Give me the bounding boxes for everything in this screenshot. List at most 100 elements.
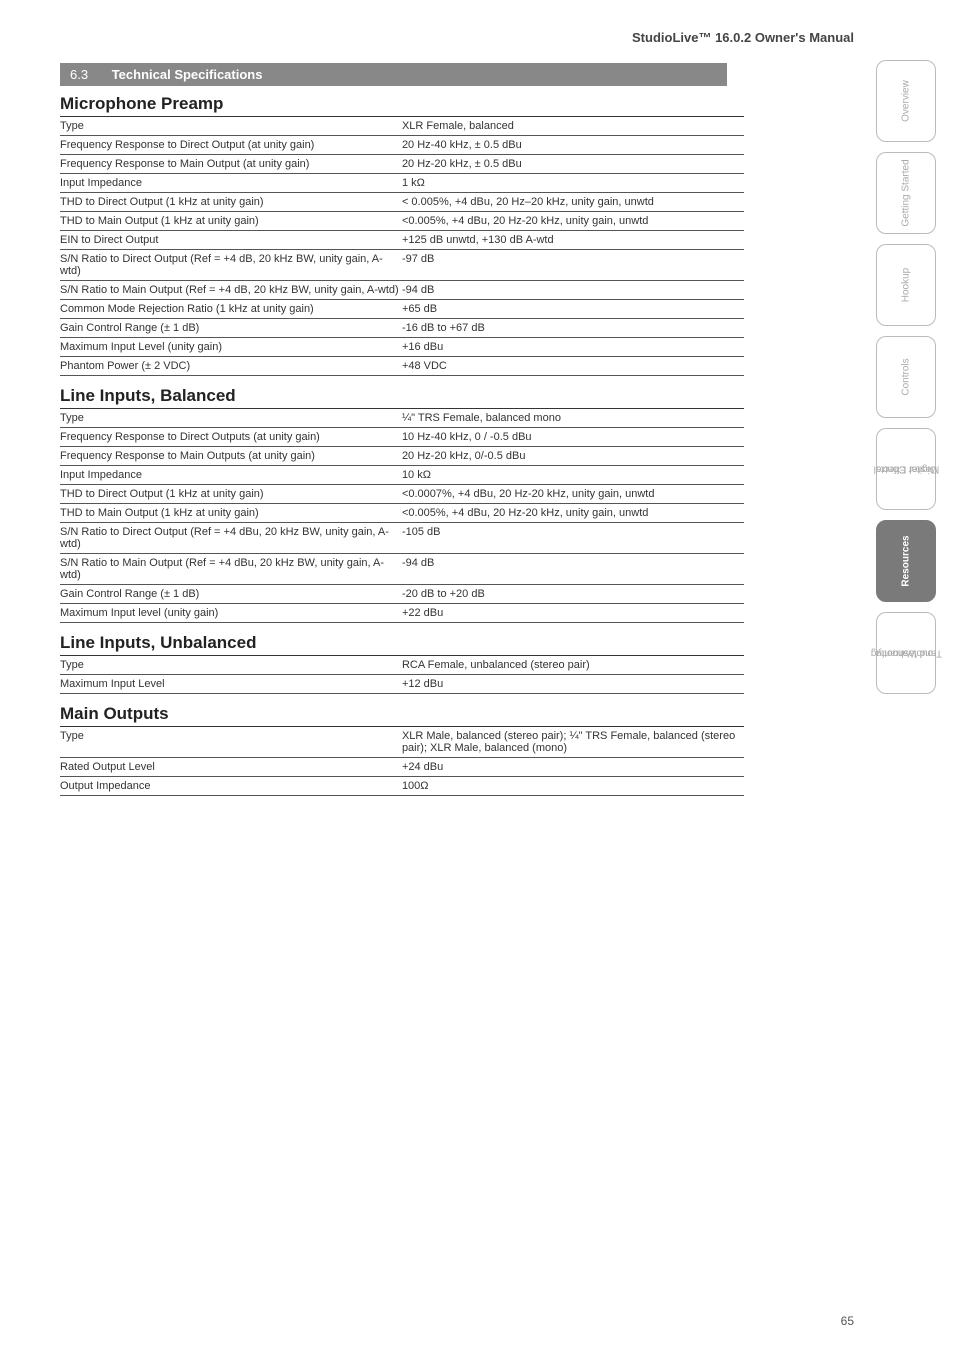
table-row: TypeXLR Female, balanced <box>60 117 744 136</box>
spec-table: Type¼" TRS Female, balanced monoFrequenc… <box>60 409 744 623</box>
spec-value: -105 dB <box>402 523 744 554</box>
spec-label: Type <box>60 727 402 758</box>
table-row: Maximum Input level (unity gain)+22 dBu <box>60 604 744 623</box>
table-row: S/N Ratio to Direct Output (Ref = +4 dB,… <box>60 250 744 281</box>
spec-label: S/N Ratio to Direct Output (Ref = +4 dB,… <box>60 250 402 281</box>
section-number: 6.3 <box>70 67 88 82</box>
spec-label: S/N Ratio to Direct Output (Ref = +4 dBu… <box>60 523 402 554</box>
spec-label: Frequency Response to Main Output (at un… <box>60 155 402 174</box>
spec-label: S/N Ratio to Main Output (Ref = +4 dB, 2… <box>60 281 402 300</box>
spec-label: EIN to Direct Output <box>60 231 402 250</box>
section-bar: 6.3 Technical Specifications <box>60 63 727 86</box>
table-row: TypeRCA Female, unbalanced (stereo pair) <box>60 656 744 675</box>
table-row: Input Impedance1 kΩ <box>60 174 744 193</box>
spec-value: +125 dB unwtd, +130 dB A-wtd <box>402 231 744 250</box>
table-row: S/N Ratio to Main Output (Ref = +4 dBu, … <box>60 554 744 585</box>
table-row: Rated Output Level+24 dBu <box>60 758 744 777</box>
table-row: Gain Control Range (± 1 dB)-16 dB to +67… <box>60 319 744 338</box>
spec-label: THD to Direct Output (1 kHz at unity gai… <box>60 485 402 504</box>
spec-value: 20 Hz-20 kHz, ± 0.5 dBu <box>402 155 744 174</box>
side-tab[interactable]: Getting Started <box>876 152 936 234</box>
side-tab-label: Hookup <box>901 268 912 302</box>
spec-label: Gain Control Range (± 1 dB) <box>60 319 402 338</box>
table-row: Input Impedance10 kΩ <box>60 466 744 485</box>
table-row: EIN to Direct Output+125 dB unwtd, +130 … <box>60 231 744 250</box>
spec-value: <0.0007%, +4 dBu, 20 Hz-20 kHz, unity ga… <box>402 485 744 504</box>
spec-value: RCA Female, unbalanced (stereo pair) <box>402 656 744 675</box>
side-tab-label: Getting Started <box>901 159 912 226</box>
spec-label: Output Impedance <box>60 777 402 796</box>
spec-value: 1 kΩ <box>402 174 744 193</box>
side-tab-label: Controls <box>901 358 912 395</box>
spec-value: +22 dBu <box>402 604 744 623</box>
side-tab[interactable]: Hookup <box>876 244 936 326</box>
spec-value: +24 dBu <box>402 758 744 777</box>
spec-label: Maximum Input Level <box>60 675 402 694</box>
spec-table: TypeXLR Female, balancedFrequency Respon… <box>60 117 744 376</box>
spec-label: Input Impedance <box>60 174 402 193</box>
spec-value: 20 Hz-40 kHz, ± 0.5 dBu <box>402 136 744 155</box>
table-row: Type¼" TRS Female, balanced mono <box>60 409 744 428</box>
spec-label: S/N Ratio to Main Output (Ref = +4 dBu, … <box>60 554 402 585</box>
section-title: Technical Specifications <box>112 67 263 82</box>
side-tab[interactable]: Controls <box>876 336 936 418</box>
spec-value: <0.005%, +4 dBu, 20 Hz-20 kHz, unity gai… <box>402 212 744 231</box>
spec-label: Phantom Power (± 2 VDC) <box>60 357 402 376</box>
spec-value: < 0.005%, +4 dBu, 20 Hz–20 kHz, unity ga… <box>402 193 744 212</box>
side-tab-label: Overview <box>901 80 912 122</box>
spec-heading: Line Inputs, Balanced <box>60 386 744 409</box>
spec-heading: Microphone Preamp <box>60 94 744 117</box>
spec-value: 100Ω <box>402 777 744 796</box>
side-tab[interactable]: Resources <box>876 520 936 602</box>
table-row: S/N Ratio to Direct Output (Ref = +4 dBu… <box>60 523 744 554</box>
spec-value: -16 dB to +67 dB <box>402 319 744 338</box>
table-row: THD to Direct Output (1 kHz at unity gai… <box>60 485 744 504</box>
side-tab[interactable]: Troubleshootingand Warranty <box>876 612 936 694</box>
spec-table: TypeXLR Male, balanced (stereo pair); ¼"… <box>60 727 744 796</box>
spec-label: Rated Output Level <box>60 758 402 777</box>
spec-label: Maximum Input Level (unity gain) <box>60 338 402 357</box>
table-row: Maximum Input Level+12 dBu <box>60 675 744 694</box>
side-tab[interactable]: Overview <box>876 60 936 142</box>
table-row: THD to Main Output (1 kHz at unity gain)… <box>60 212 744 231</box>
spec-label: Maximum Input level (unity gain) <box>60 604 402 623</box>
table-row: Maximum Input Level (unity gain)+16 dBu <box>60 338 744 357</box>
spec-label: THD to Main Output (1 kHz at unity gain) <box>60 504 402 523</box>
table-row: S/N Ratio to Main Output (Ref = +4 dB, 2… <box>60 281 744 300</box>
spec-value: -97 dB <box>402 250 744 281</box>
spec-value: +65 dB <box>402 300 744 319</box>
spec-label: Common Mode Rejection Ratio (1 kHz at un… <box>60 300 402 319</box>
spec-label: Gain Control Range (± 1 dB) <box>60 585 402 604</box>
spec-label: Frequency Response to Direct Output (at … <box>60 136 402 155</box>
page-number: 65 <box>841 1314 854 1328</box>
spec-value: 20 Hz-20 kHz, 0/-0.5 dBu <box>402 447 744 466</box>
table-row: Gain Control Range (± 1 dB)-20 dB to +20… <box>60 585 744 604</box>
spec-heading: Line Inputs, Unbalanced <box>60 633 744 656</box>
spec-value: +16 dBu <box>402 338 744 357</box>
spec-heading: Main Outputs <box>60 704 744 727</box>
table-row: Frequency Response to Main Output (at un… <box>60 155 744 174</box>
table-row: Frequency Response to Direct Output (at … <box>60 136 744 155</box>
spec-label: Type <box>60 656 402 675</box>
table-row: THD to Direct Output (1 kHz at unity gai… <box>60 193 744 212</box>
side-tab-label: Resources <box>901 535 912 586</box>
spec-value: XLR Male, balanced (stereo pair); ¼" TRS… <box>402 727 744 758</box>
spec-value: 10 Hz-40 kHz, 0 / -0.5 dBu <box>402 428 744 447</box>
spec-value: -94 dB <box>402 281 744 300</box>
spec-value: +48 VDC <box>402 357 744 376</box>
spec-value: XLR Female, balanced <box>402 117 744 136</box>
spec-label: Type <box>60 117 402 136</box>
table-row: Output Impedance100Ω <box>60 777 744 796</box>
spec-label: Input Impedance <box>60 466 402 485</box>
spec-label: THD to Main Output (1 kHz at unity gain) <box>60 212 402 231</box>
spec-value: <0.005%, +4 dBu, 20 Hz-20 kHz, unity gai… <box>402 504 744 523</box>
spec-value: -94 dB <box>402 554 744 585</box>
table-row: Phantom Power (± 2 VDC)+48 VDC <box>60 357 744 376</box>
table-row: THD to Main Output (1 kHz at unity gain)… <box>60 504 744 523</box>
table-row: Frequency Response to Direct Outputs (at… <box>60 428 744 447</box>
spec-table: TypeRCA Female, unbalanced (stereo pair)… <box>60 656 744 694</box>
table-row: Frequency Response to Main Outputs (at u… <box>60 447 744 466</box>
manual-title: StudioLive™ 16.0.2 Owner's Manual <box>60 30 894 45</box>
table-row: Common Mode Rejection Ratio (1 kHz at un… <box>60 300 744 319</box>
side-tab[interactable]: Digital EffectsMaster Control <box>876 428 936 510</box>
